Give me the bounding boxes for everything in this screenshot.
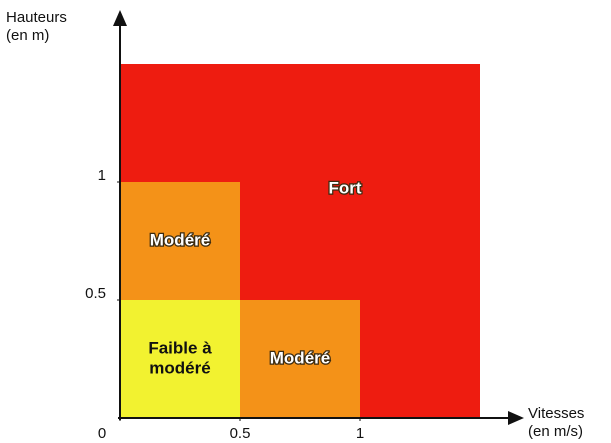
y-tick-label: 1	[98, 167, 106, 184]
y-axis-label: Hauteurs	[6, 9, 67, 26]
zones	[120, 64, 480, 418]
x-tick-label: 0.5	[230, 425, 251, 442]
y-axis-arrow	[113, 10, 127, 26]
x-axis-arrow	[508, 411, 524, 425]
x-tick-label: 0	[98, 425, 106, 442]
zone-label: Modéré	[150, 230, 210, 249]
x-axis-label: (en m/s)	[528, 423, 583, 440]
x-tick-label: 1	[356, 425, 364, 442]
y-axis-label: (en m)	[6, 27, 49, 44]
zone	[120, 300, 240, 418]
zone-label: Faible à	[148, 338, 212, 357]
y-tick-label: 0.5	[85, 285, 106, 302]
zone-label: Modéré	[270, 348, 330, 367]
zone	[120, 182, 240, 300]
zone	[240, 300, 360, 418]
zone-label: modéré	[149, 358, 210, 377]
zone-label: Fort	[328, 179, 361, 198]
x-axis-label: Vitesses	[528, 405, 584, 422]
